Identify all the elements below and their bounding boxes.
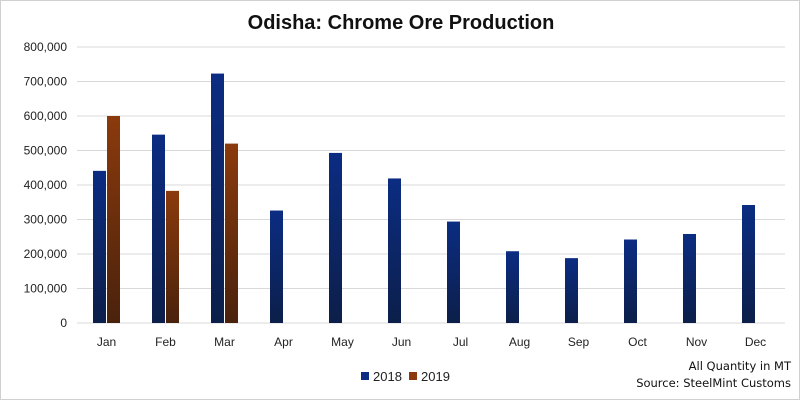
bar-2018-aug [506,251,519,323]
bar-2019-mar [225,143,238,323]
x-tick-label: Jan [97,335,116,349]
y-tick-label: 700,000 [24,75,68,89]
x-tick-label: Apr [274,335,293,349]
bar-2018-dec [742,205,755,323]
y-tick-label: 600,000 [24,109,68,123]
bar-2018-sep [565,258,578,323]
x-tick-label: Aug [509,335,530,349]
bar-2018-feb [152,134,165,323]
y-tick-label: 100,000 [24,282,68,296]
legend-swatch-2018 [361,372,369,380]
bar-2018-mar [211,73,224,323]
bar-2018-apr [270,210,283,323]
x-tick-label: Feb [155,335,176,349]
y-tick-label: 300,000 [24,213,68,227]
legend-label-2019: 2019 [421,369,450,384]
legend-swatch-2019 [409,372,417,380]
y-tick-label: 200,000 [24,247,68,261]
x-tick-label: Nov [686,335,707,349]
x-tick-label: May [331,335,354,349]
x-tick-label: Sep [568,335,590,349]
bar-2019-feb [166,190,179,323]
bar-2019-jan [107,116,120,323]
x-tick-label: Jun [392,335,411,349]
x-axis: Jan Feb Mar Apr May Jun Jul Aug Sep Oct Nov Dec [97,335,766,349]
x-tick-label: Mar [214,335,235,349]
x-tick-label: Oct [628,335,647,349]
legend-label-2018: 2018 [373,369,402,384]
y-tick-label: 0 [60,316,67,330]
y-tick-label: 500,000 [24,144,68,158]
bar-2018-may [329,152,342,323]
x-tick-label: Dec [745,335,766,349]
quantity-note: All Quantity in MT [688,359,791,373]
bar-2018-jul [447,221,460,323]
bar-2018-oct [624,239,637,323]
bars [93,73,755,323]
bar-2018-nov [683,233,696,323]
chart-title: Odisha: Chrome Ore Production [248,12,555,34]
source-note: Source: SteelMint Customs [636,376,791,390]
bar-2018-jun [388,178,401,323]
grid-lines [77,46,785,324]
y-tick-label: 800,000 [24,40,68,54]
x-tick-label: Jul [453,335,468,349]
y-axis: 0 100,000 200,000 300,000 400,000 500,000 600,… [24,40,68,330]
legend: 2018 2019 [361,369,450,384]
bar-2018-jan [93,170,106,323]
y-tick-label: 400,000 [24,178,68,192]
